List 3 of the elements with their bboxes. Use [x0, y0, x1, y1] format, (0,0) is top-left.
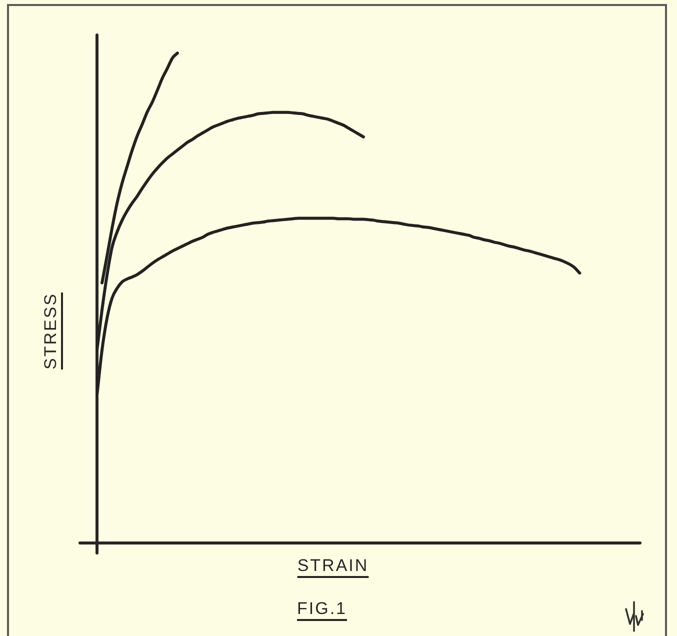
x-axis-title: STRAIN — [297, 556, 369, 576]
caption: FIG.1 — [296, 599, 348, 619]
y-axis-title: STRESS — [41, 292, 61, 370]
